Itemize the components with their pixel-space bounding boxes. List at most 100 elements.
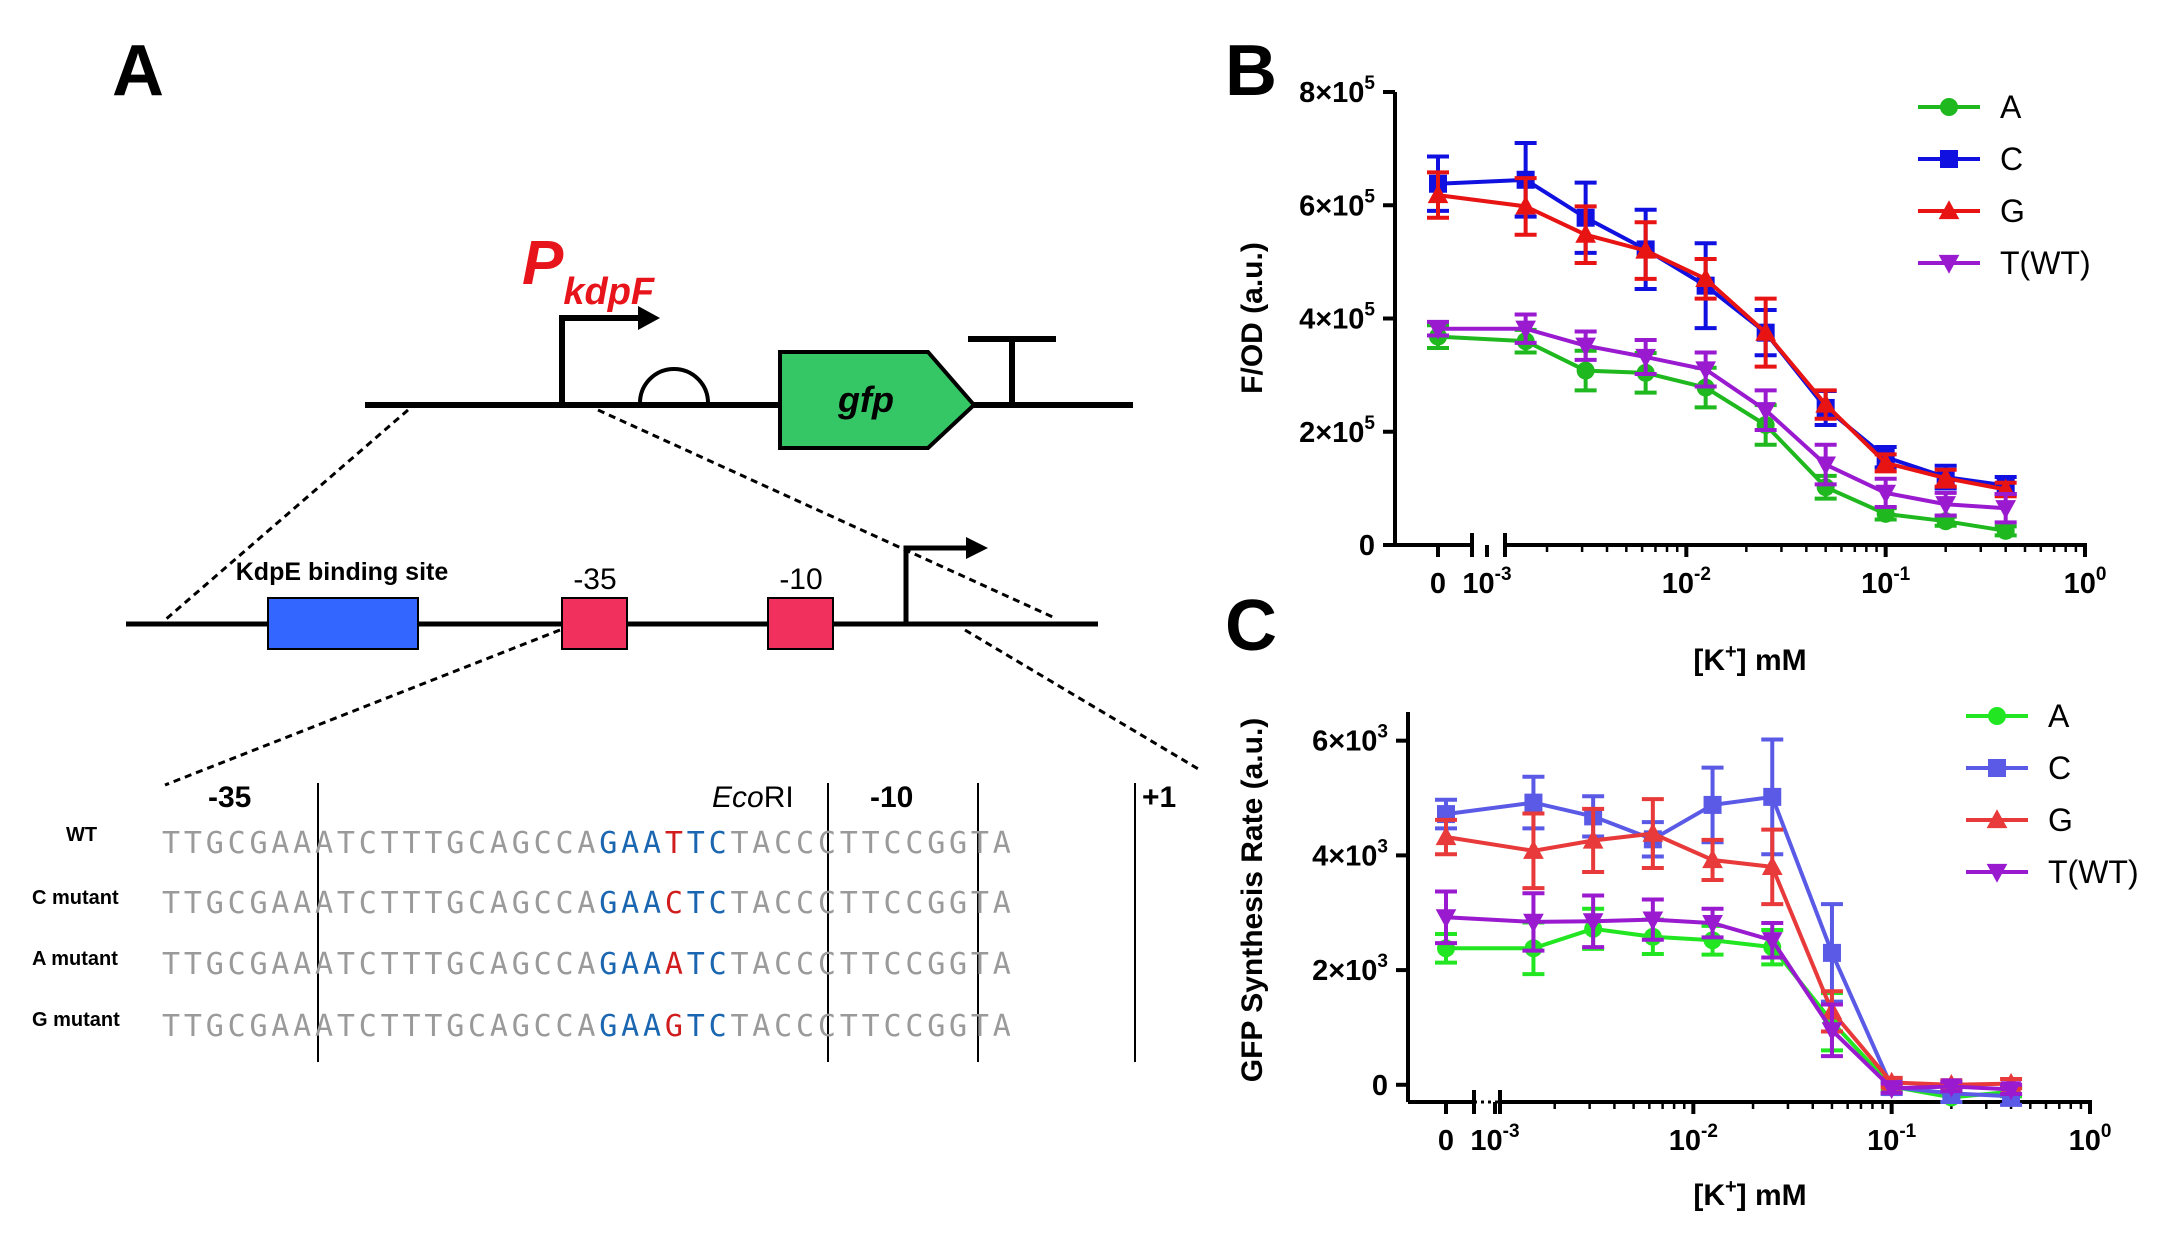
series-line [1438,326,2006,511]
seq-row-g-mutant: G mutant TTGCGAAATCTTTGCAGCCAGAAGTCTACCC… [32,1009,1015,1044]
x-tick-label: 10-3 [1462,564,1511,600]
y-tick-label: 4×105 [1299,300,1375,336]
data-point [1635,348,1656,368]
data-point [1703,795,1722,814]
legend-marker [1938,254,1960,274]
x-tick-label: 10-3 [1470,1121,1519,1157]
y-tick-label: 0 [1359,530,1375,562]
data-point [2000,1081,2022,1101]
x-tick-label: 100 [2069,1121,2112,1157]
seq-header-minus10: -10 [870,781,913,814]
data-point [1761,932,1783,952]
y-tick-label: 6×105 [1299,186,1375,222]
data-point [1755,402,1777,422]
data-point [1515,320,1536,340]
data-point [1881,1080,1903,1100]
box-minus10-label: -10 [779,563,822,596]
chart-c-ylabel: GFP Synthesis Rate (a.u.) [1236,718,1269,1083]
series-line [1445,915,2012,1092]
legend-label: T(WT) [2048,854,2139,890]
data-point [1815,456,1837,476]
data-point [1635,239,1656,259]
box-minus10 [767,597,834,650]
data-point [1435,826,1457,846]
seq-header-plus1: +1 [1142,781,1176,814]
data-point [1876,504,1895,523]
data-point [1582,913,1604,933]
data-point [1523,839,1544,859]
legend-label: T(WT) [2000,245,2091,281]
data-point [1755,321,1777,341]
seq-header-ecori: EcoRI [712,781,794,814]
data-point [1582,829,1604,849]
data-point [1695,361,1717,381]
kdpe-binding-site-label: KdpE binding site [236,558,449,586]
data-point [1702,914,1723,934]
data-point [1427,184,1449,204]
promoter-arrow [559,315,640,405]
x-tick-label: 10-1 [1861,564,1911,600]
series-line [1437,334,2007,533]
chart-c: 0 2×103 4×103 6×103 0 10-3 10-2 10-1 100 ACG T(WT) [1312,698,2139,1157]
data-point [1642,911,1664,931]
data-point [1821,1022,1843,1042]
x-tick-label: 10-2 [1662,564,1711,600]
kdpe-binding-site [267,597,419,650]
legend-label: C [2048,750,2071,786]
y-tick-label: 8×105 [1299,73,1375,109]
box-minus35 [561,597,628,650]
seq-row-label: G mutant [32,1009,120,1031]
seq-row-wt: WT TTGCGAAATCTTTGCAGCCAGAATTCTACCCTTCCGG… [66,824,1015,861]
series-line [1437,177,2006,488]
legend-marker [1988,759,2006,777]
seq-row-sequence: TTGCGAAATCTTTGCAGCCAGAATTCTACCCTTCCGGTA [162,826,1015,861]
data-point [1763,787,1782,806]
data-point [1695,268,1717,287]
legend-marker [1938,200,1960,220]
data-point [1575,223,1596,243]
series-line [1445,794,2012,1099]
panel-b: B F/OD (a.u.) [K+] mM 0 2×105 4×105 6×105 8×… [1225,31,2106,677]
gfp-gene-label: gfp [837,379,894,420]
promoter-label: PkdpF [522,229,656,313]
x-tick-label: 10-2 [1669,1121,1718,1157]
seq-row-label: C mutant [32,887,119,909]
legend-marker [1940,150,1958,168]
data-point [1995,500,2017,519]
data-point [1702,849,1723,869]
data-point [1435,909,1457,929]
series-line [1445,831,2012,1087]
seq-row-sequence: TTGCGAAATCTTTGCAGCCAGAAGTCTACCCTTCCGGTA [162,1009,1015,1044]
seq-row-sequence: TTGCGAAATCTTTGCAGCCAGAACTCTACCCTTCCGGTA [162,886,1015,921]
chart-b-ylabel: F/OD (a.u.) [1236,242,1269,394]
data-point [1515,195,1536,215]
data-point [1524,793,1543,812]
panel-c-label: C [1225,586,1277,666]
x-tick-label: 0 [1430,568,1446,600]
rbs-symbol [638,367,710,404]
seq-header-minus35: -35 [208,781,251,814]
seq-row-label: WT [66,824,97,846]
zoom-line-left [164,408,409,622]
chart-b: 0 2×105 4×105 6×105 8×105 0 10-3 10-2 10-1 100 ACG… [1299,73,2106,600]
data-point [1523,913,1544,933]
panel-c: C GFP Synthesis Rate (a.u.) [K+] mM 0 2×1… [1225,586,2139,1212]
x-tick-label: 100 [2064,564,2107,600]
legend-marker [1988,707,2006,725]
box-minus35-label: -35 [573,563,616,596]
y-tick-label: 2×105 [1299,413,1375,449]
legend-label: G [2000,193,2025,229]
y-tick-label: 6×103 [1312,722,1388,758]
data-point [1996,521,2015,540]
panel-a-label: A [112,31,164,111]
legend-marker [1986,809,2008,829]
data-point [1575,337,1596,357]
chart-b-xlabel: [K+] mM [1693,641,1806,677]
data-point [1875,452,1897,471]
x-tick-label: 10-1 [1867,1121,1917,1157]
panel-a: A PkdpF gfp KdpE binding site -35 -10 -3… [32,31,1201,1062]
data-point [1815,393,1837,413]
data-point [1427,320,1449,340]
data-point [1761,856,1783,875]
